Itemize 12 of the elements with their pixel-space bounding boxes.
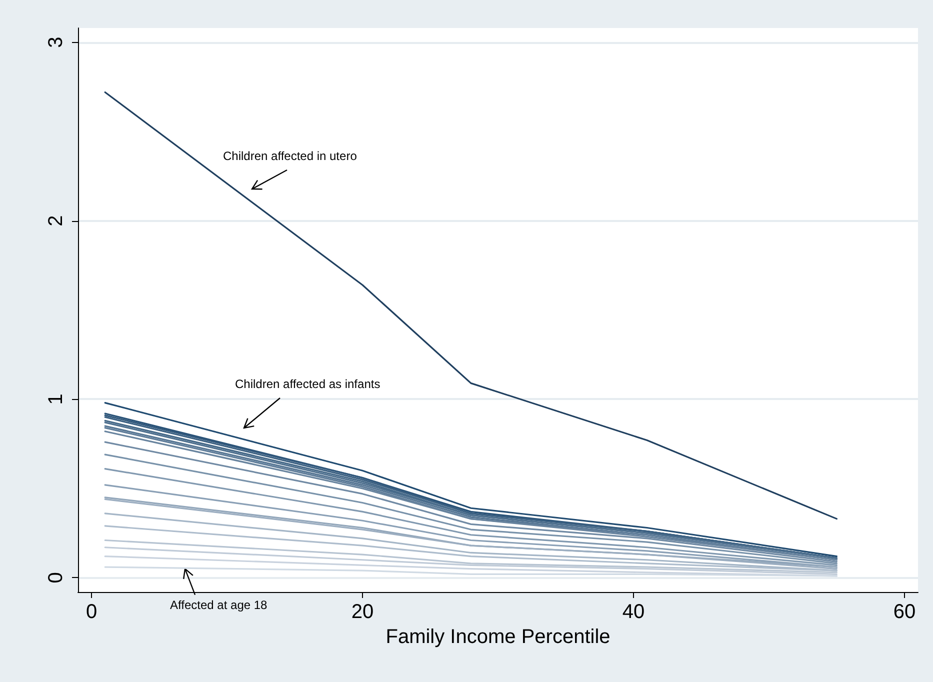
x-tick-label: 20 — [351, 601, 374, 623]
x-tick-label: 0 — [86, 601, 98, 623]
y-tick-label: 2 — [45, 215, 67, 226]
annotation: Affected at age 18 — [170, 598, 268, 612]
y-tick-label: 1 — [45, 394, 67, 405]
annotation: Children affected as infants — [235, 377, 380, 391]
y-tick-label: 0 — [45, 572, 67, 584]
x-tick-label: 40 — [622, 601, 645, 623]
x-tick-label: 60 — [893, 601, 916, 623]
x-axis-title: Family Income Percentile — [386, 626, 610, 648]
annotation: Children affected in utero — [223, 149, 358, 163]
y-tick-label: 3 — [45, 36, 67, 48]
